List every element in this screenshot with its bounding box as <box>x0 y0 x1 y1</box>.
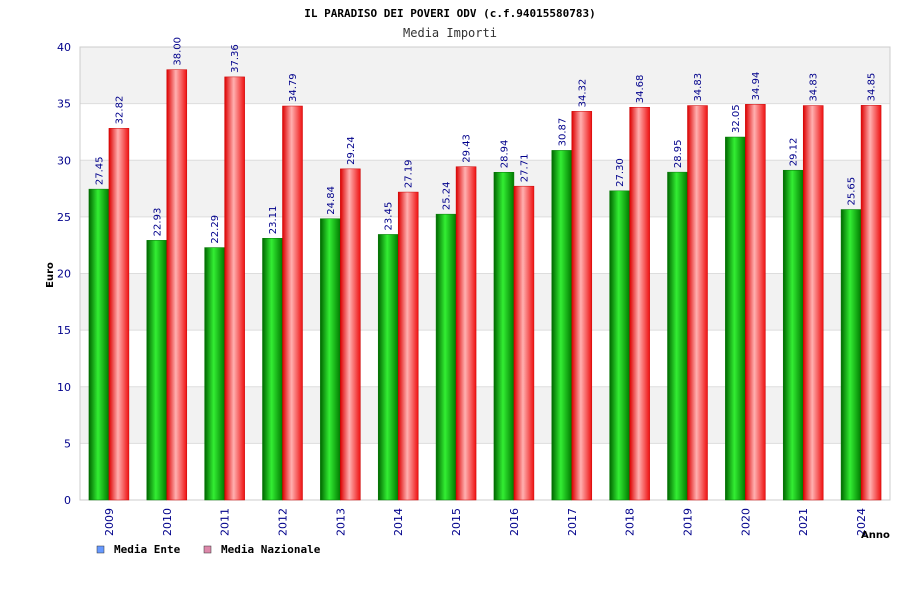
chart-title: IL PARADISO DEI POVERI ODV (c.f.94015580… <box>304 7 595 20</box>
bar-media-nazionale-2017 <box>571 111 593 501</box>
legend-swatch-media-nazionale <box>203 545 212 554</box>
data-label-media-ente-2017: 30.87 <box>557 118 568 147</box>
y-tick-label: 5 <box>64 437 71 450</box>
data-label-media-nazionale-2013: 29.24 <box>346 136 357 165</box>
x-tick-label-2009: 2009 <box>103 508 116 536</box>
data-label-media-nazionale-2020: 34.94 <box>751 72 762 101</box>
y-tick-label: 30 <box>57 154 71 167</box>
x-tick-label-2021: 2021 <box>797 508 810 536</box>
bar-media-nazionale-2021 <box>802 105 824 501</box>
bar-media-ente-2020 <box>725 136 746 501</box>
data-label-media-ente-2024: 25.65 <box>847 177 858 206</box>
data-label-media-ente-2010: 22.93 <box>152 208 163 237</box>
bar-media-nazionale-2016 <box>513 185 535 501</box>
bar-media-ente-2016 <box>493 172 515 501</box>
data-label-media-ente-2015: 25.24 <box>442 182 453 211</box>
x-tick-label-2010: 2010 <box>161 508 174 536</box>
data-label-media-ente-2016: 28.94 <box>499 140 510 169</box>
data-label-media-ente-2020: 32.05 <box>731 104 742 133</box>
x-tick-label-2014: 2014 <box>392 508 405 536</box>
grid-band <box>80 103 890 161</box>
data-label-media-nazionale-2009: 32.82 <box>114 96 125 125</box>
x-tick-label-2017: 2017 <box>566 508 579 536</box>
x-tick-label-2019: 2019 <box>682 508 695 536</box>
grid-band <box>80 216 890 274</box>
plot-frame <box>79 46 891 501</box>
data-label-media-nazionale-2017: 34.32 <box>577 79 588 108</box>
x-tick-label-2015: 2015 <box>450 508 463 536</box>
bar-media-nazionale-2012 <box>282 105 303 501</box>
data-label-media-ente-2019: 28.95 <box>673 140 684 169</box>
bar-media-nazionale-2024 <box>860 105 882 501</box>
chart-subtitle: Media Importi <box>403 26 497 40</box>
data-label-media-nazionale-2012: 34.79 <box>288 73 299 102</box>
data-label-media-ente-2018: 27.30 <box>615 158 626 187</box>
legend: Media Ente Media Nazionale <box>96 543 321 556</box>
data-label-media-nazionale-2015: 29.43 <box>462 134 473 163</box>
data-label-media-nazionale-2018: 34.68 <box>635 75 646 104</box>
y-tick-label: 0 <box>64 494 71 507</box>
x-tick-label-2013: 2013 <box>334 508 347 536</box>
bar-media-ente-2012 <box>262 238 283 501</box>
data-label-media-nazionale-2019: 34.83 <box>693 73 704 102</box>
y-tick-label: 15 <box>57 324 71 337</box>
grid-band <box>80 386 890 444</box>
data-label-media-ente-2021: 29.12 <box>789 138 800 167</box>
bar-media-nazionale-2013 <box>340 168 361 501</box>
bar-media-ente-2018 <box>609 190 630 501</box>
bar-media-ente-2019 <box>667 171 688 501</box>
bar-media-ente-2011 <box>204 247 225 501</box>
data-label-media-nazionale-2010: 38.00 <box>172 37 183 66</box>
x-tick-label-2024: 2024 <box>855 508 868 536</box>
y-tick-label: 40 <box>57 41 71 54</box>
data-label-media-nazionale-2014: 27.19 <box>404 159 415 188</box>
bar-media-ente-2021 <box>782 169 804 501</box>
data-label-media-nazionale-2021: 34.83 <box>809 73 820 102</box>
bar-media-ente-2015 <box>435 213 457 501</box>
bar-media-ente-2013 <box>320 218 341 501</box>
data-label-media-nazionale-2016: 27.71 <box>519 154 530 183</box>
legend-label-media-ente: Media Ente <box>114 543 181 556</box>
grid-band <box>80 47 890 104</box>
data-label-media-ente-2014: 23.45 <box>384 202 395 231</box>
legend-swatch-media-ente <box>96 545 105 554</box>
data-label-media-ente-2013: 24.84 <box>326 186 337 215</box>
x-tick-label-2011: 2011 <box>219 508 232 536</box>
y-tick-label: 10 <box>57 381 71 394</box>
y-axis-label: Euro <box>45 262 56 288</box>
data-label-media-ente-2011: 22.29 <box>210 215 221 244</box>
x-tick-label-2012: 2012 <box>277 508 290 536</box>
x-axis-label: Anno <box>861 530 890 541</box>
bar-media-nazionale-2015 <box>455 166 477 501</box>
data-label-media-ente-2009: 27.45 <box>94 156 105 185</box>
plot-area: 0 5 10 15 20 25 30 35 40 27.45 32.82 2009 22.93 38.00… <box>57 37 891 536</box>
bar-media-nazionale-2019 <box>687 105 708 501</box>
x-tick-label-2018: 2018 <box>624 508 637 536</box>
y-tick-label: 20 <box>57 268 71 281</box>
bar-media-ente-2014 <box>377 234 399 501</box>
data-label-media-ente-2012: 23.11 <box>268 206 279 235</box>
grid-band <box>80 330 890 387</box>
x-tick-label-2020: 2020 <box>739 508 752 536</box>
data-label-media-nazionale-2011: 37.36 <box>230 44 241 73</box>
bar-media-nazionale-2010 <box>166 69 188 501</box>
data-label-media-nazionale-2024: 34.85 <box>867 73 878 102</box>
bar-media-nazionale-2014 <box>397 191 419 501</box>
grid-band <box>80 273 890 331</box>
bar-media-nazionale-2020 <box>745 104 766 501</box>
bar-media-nazionale-2009 <box>108 128 130 501</box>
grid-band <box>80 160 890 217</box>
bar-media-nazionale-2011 <box>224 76 245 501</box>
bar-media-ente-2009 <box>88 188 110 501</box>
bar-media-ente-2024 <box>840 209 862 501</box>
bar-media-nazionale-2018 <box>629 106 650 501</box>
legend-label-media-nazionale: Media Nazionale <box>221 543 321 556</box>
bar-media-ente-2017 <box>551 150 573 501</box>
x-tick-label-2016: 2016 <box>508 508 521 536</box>
bar-media-ente-2010 <box>146 240 168 501</box>
y-tick-label: 25 <box>57 211 71 224</box>
y-tick-label: 35 <box>57 98 71 111</box>
grid-band <box>80 443 890 500</box>
